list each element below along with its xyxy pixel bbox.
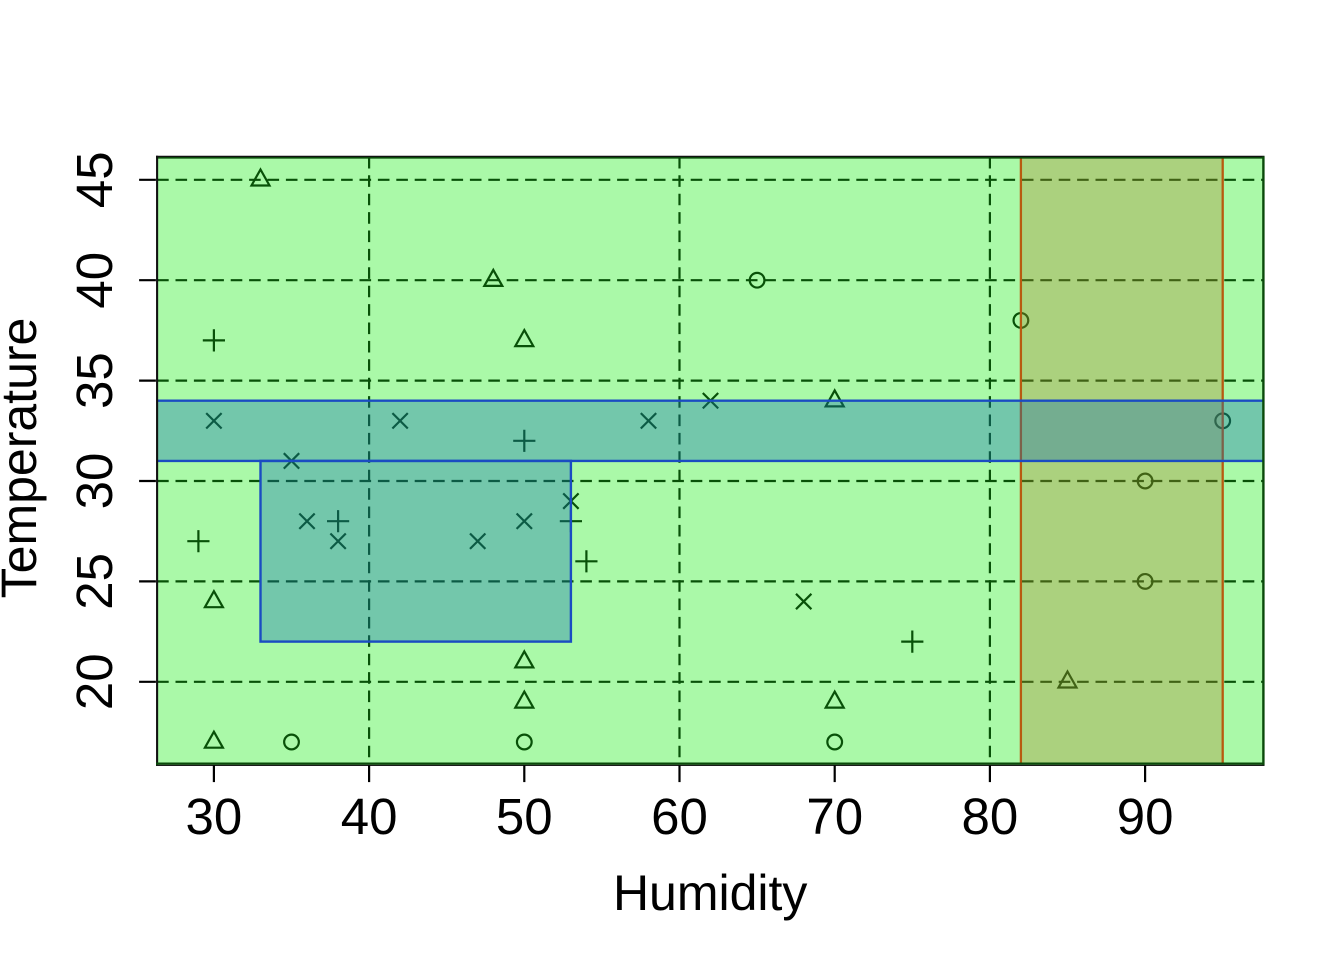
svg-text:40: 40 xyxy=(66,252,123,309)
svg-text:Temperature: Temperature xyxy=(0,318,47,599)
svg-text:80: 80 xyxy=(962,788,1019,845)
svg-text:20: 20 xyxy=(66,653,123,710)
svg-text:70: 70 xyxy=(806,788,863,845)
svg-text:90: 90 xyxy=(1117,788,1174,845)
svg-text:50: 50 xyxy=(496,788,553,845)
svg-text:25: 25 xyxy=(66,553,123,610)
svg-text:40: 40 xyxy=(341,788,398,845)
svg-text:Humidity: Humidity xyxy=(613,865,807,921)
svg-text:35: 35 xyxy=(66,352,123,409)
svg-text:30: 30 xyxy=(186,788,243,845)
svg-text:45: 45 xyxy=(66,151,123,208)
svg-text:60: 60 xyxy=(651,788,708,845)
svg-text:30: 30 xyxy=(66,453,123,510)
